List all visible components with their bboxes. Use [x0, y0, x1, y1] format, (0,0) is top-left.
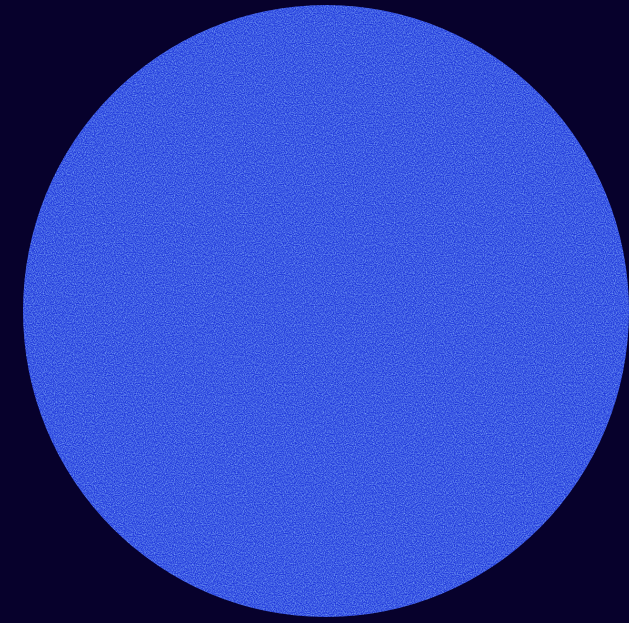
disc-texture — [23, 5, 629, 617]
